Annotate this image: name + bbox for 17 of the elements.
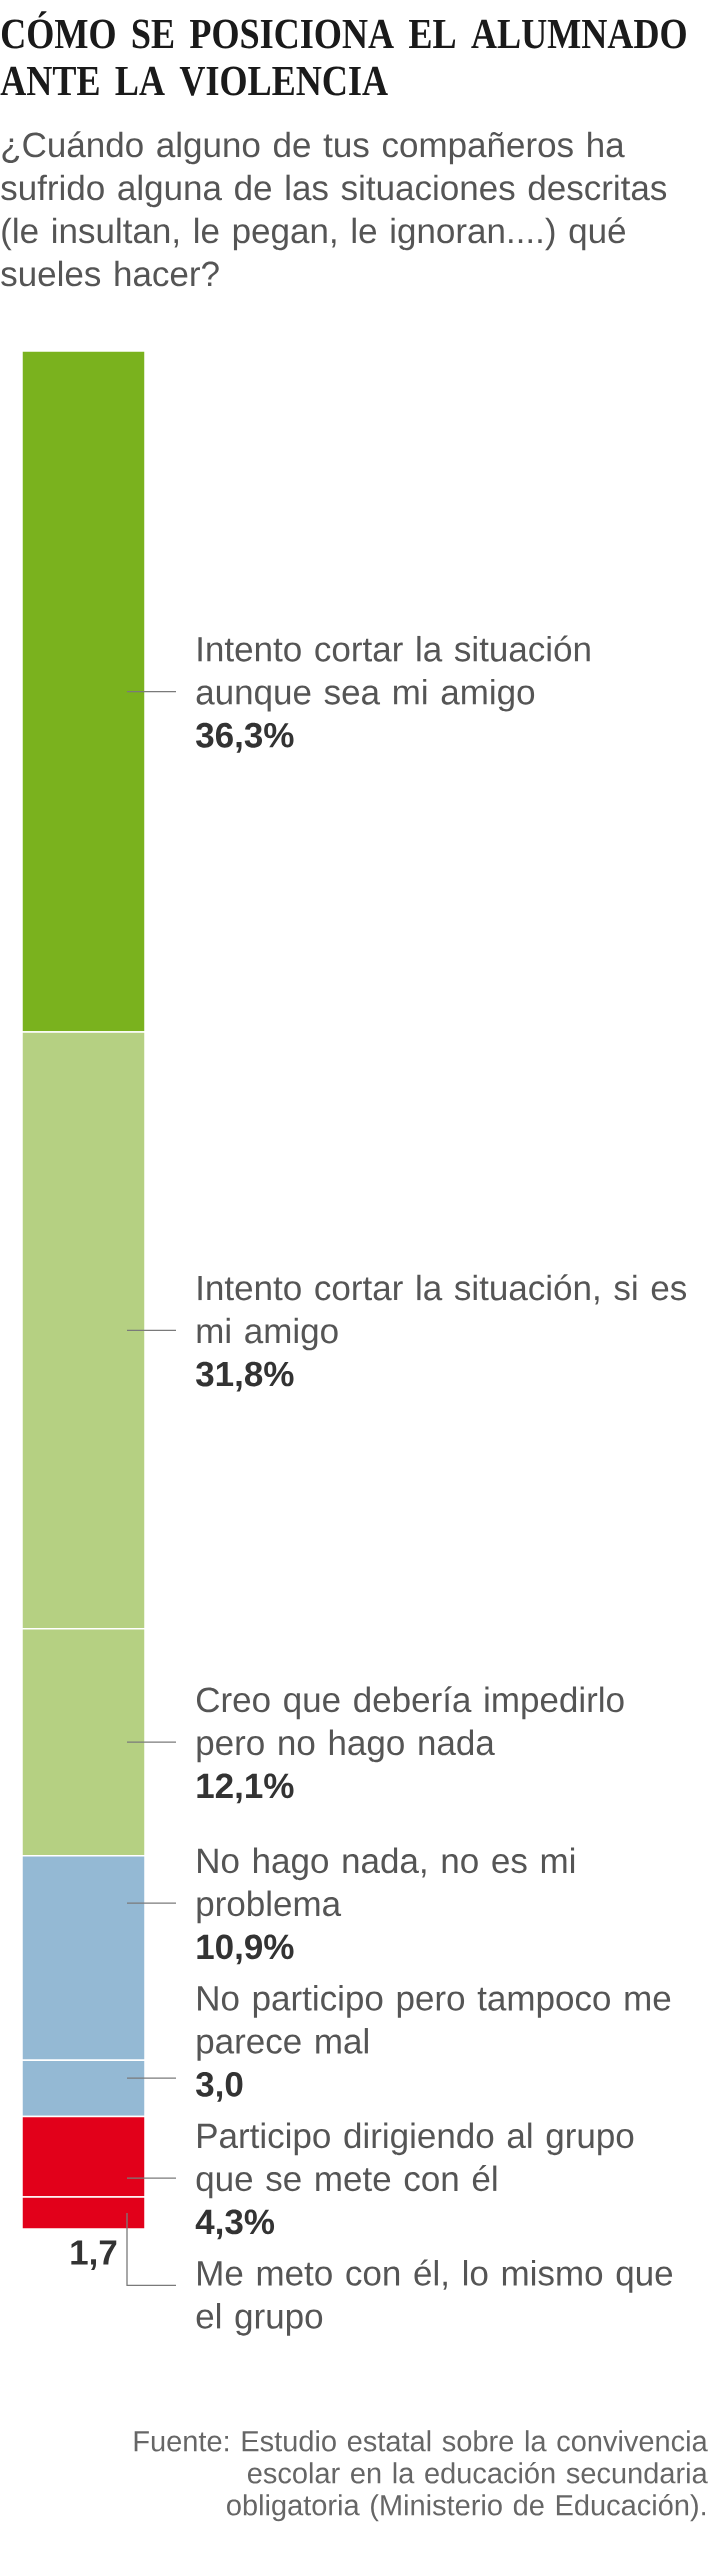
series-label: Intento cortar la situación aunque sea mi amigo	[196, 635, 590, 712]
data-label: 3,0	[196, 2071, 243, 2102]
series-label: Intento cortar la situación, si es mi amigo	[197, 1274, 687, 1351]
source-note: Fuente: Estudio estatal sobre la convivencia escolar en la educación secundaria obligatoria (Ministerio de Educación).	[134, 2430, 708, 2522]
text: CÓMO SE POSICIONA EL ALUMNADO ANTE LA VIOLENCIA	[0, 11, 686, 96]
data-label: 12,1%	[197, 1773, 294, 1804]
data-label: 1,7	[71, 2240, 117, 2270]
series-label: No participo pero tampoco me parece mal	[197, 1985, 671, 2061]
series-label: No hago nada, no es mi problema	[197, 1847, 575, 1924]
series-label: Me meto con él, lo mismo que el grupo	[196, 2259, 673, 2336]
data-label: 31,8%	[196, 1361, 294, 1392]
data-label: 10,9%	[197, 1934, 294, 1965]
data-label: 4,3%	[195, 2209, 275, 2240]
series-label: Participo dirigiendo al grupo que se mete con él	[196, 2122, 634, 2199]
series-label: Creo que debería impedirlo pero no hago nada	[196, 1686, 624, 1763]
text: ¿Cuándo alguno de tus compañeros ha sufrido alguna de las situaciones descritas (le insultan, le pegan, le ignoran....) qué sueles hacer?	[1, 131, 667, 287]
data-label: 36,3%	[196, 722, 294, 753]
